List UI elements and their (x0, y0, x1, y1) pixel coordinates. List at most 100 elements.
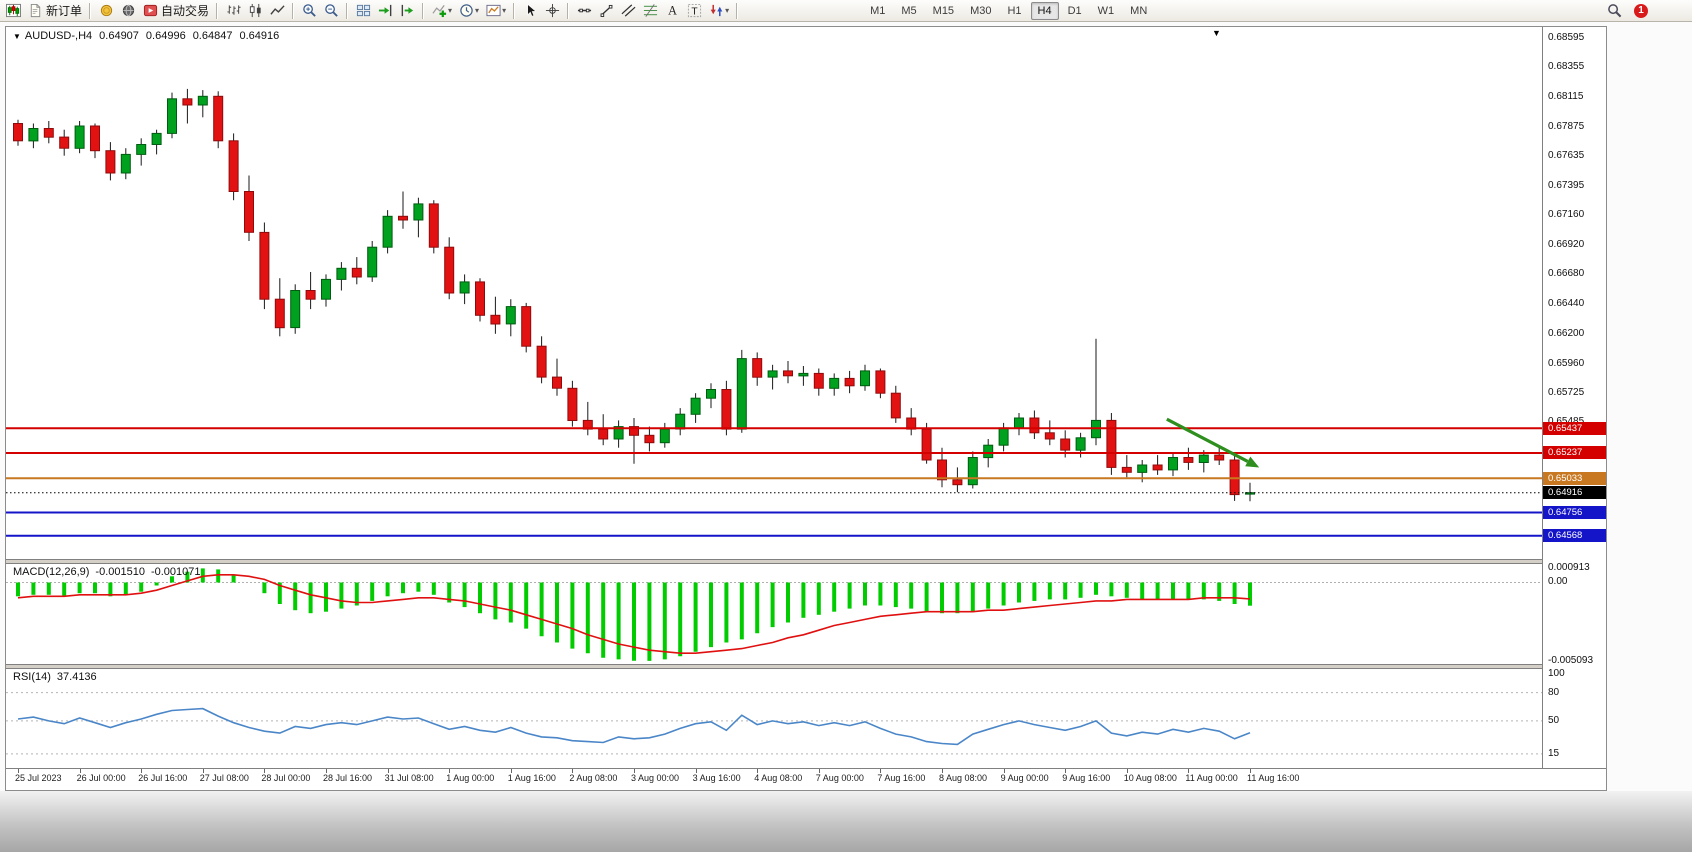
community-button[interactable] (117, 1, 139, 21)
horizontal-line-button[interactable] (573, 1, 595, 21)
price-tag: 0.64916 (1543, 486, 1606, 499)
candles-mode-icon (247, 3, 263, 19)
label-button[interactable]: T (683, 1, 705, 21)
notifications-badge[interactable]: 1 (1634, 3, 1648, 18)
coin-icon (98, 3, 114, 19)
price-axis-label: 0.66200 (1548, 328, 1585, 339)
toolbar-left-group: 新订单 自动交易 ▾ ▾ ▾ A T ▾ (2, 1, 742, 21)
autotrading-button-label: 自动交易 (161, 4, 210, 18)
price-axis-label: 0.66440 (1548, 298, 1585, 309)
doc-new-icon (27, 3, 43, 19)
autotrading-button[interactable]: 自动交易 (139, 1, 212, 21)
text-button[interactable]: A (661, 1, 683, 21)
crosshair-button[interactable] (541, 1, 563, 21)
price-chart-plot[interactable] (6, 27, 1542, 559)
tile-windows-button[interactable] (352, 1, 374, 21)
channel-button[interactable] (617, 1, 639, 21)
price-axis-label: 0.67635 (1548, 150, 1585, 161)
trendline-button[interactable] (595, 1, 617, 21)
ohlc-close: 0.64916 (239, 30, 280, 42)
timeframe-button-mn[interactable]: MN (1130, 4, 1148, 17)
time-axis-label: 28 Jul 00:00 (261, 773, 311, 783)
templates-button[interactable]: ▾ (482, 1, 509, 21)
chart-candles-icon (5, 3, 21, 19)
timeframe-button-m1[interactable]: M1 (870, 4, 886, 17)
main-chart-panel[interactable]: ▼ AUDUSD-,H4 0.64907 0.64996 0.64847 0.64916 … (6, 27, 1542, 559)
zoom-out-button[interactable] (320, 1, 342, 21)
toolbar-separator (216, 2, 219, 19)
timeframe-button-m5[interactable]: M5 (901, 4, 917, 17)
line-mode-button[interactable] (266, 1, 288, 21)
toolbar-separator (513, 2, 516, 19)
macd-signal-value: -0.001071 (150, 566, 201, 578)
time-axis-tick (818, 769, 820, 773)
dropdown-arrow-icon: ▾ (448, 6, 453, 15)
quotes-button[interactable] (95, 1, 117, 21)
time-axis-tick (79, 769, 81, 773)
chart-symbol-period: AUDUSD-,H4 (24, 30, 93, 42)
time-axis-tick (1065, 769, 1067, 773)
new-order-button-label: 新订单 (46, 4, 83, 18)
crosshair-icon (544, 3, 560, 19)
price-axis-label: 0.68595 (1548, 32, 1585, 43)
macd-plot[interactable] (6, 564, 1542, 664)
timeframe-button-h1[interactable]: H1 (1007, 4, 1022, 17)
chart-collapse-arrow-icon[interactable]: ▼ (1212, 28, 1221, 38)
fibonacci-button[interactable] (639, 1, 661, 21)
periods-button[interactable]: ▾ (455, 1, 482, 21)
time-axis-tick (387, 769, 389, 773)
rsi-plot[interactable] (6, 669, 1542, 768)
macd-panel[interactable]: MACD(12,26,9) -0.001510 -0.001071 (6, 564, 1542, 664)
auto-scroll-button[interactable] (374, 1, 396, 21)
time-axis-tick (880, 769, 882, 773)
rsi-panel[interactable]: RSI(14) 37.4136 (6, 669, 1542, 768)
timeframe-button-d1[interactable]: D1 (1067, 4, 1082, 17)
autotrade-icon (142, 3, 158, 19)
symbol-list-arrow-icon[interactable]: ▼ (13, 32, 21, 41)
time-axis-label: 1 Aug 16:00 (507, 773, 556, 783)
cursor-button[interactable] (519, 1, 541, 21)
toolbar-right-group: 1 (1603, 1, 1690, 21)
rsi-axis-label: 15 (1548, 748, 1560, 759)
new-chart-button[interactable] (2, 1, 24, 21)
arrows-button[interactable]: ▾ (705, 1, 732, 21)
new-order-button[interactable]: 新订单 (24, 1, 85, 21)
chart-shift-button[interactable] (396, 1, 418, 21)
time-axis[interactable]: 25 Jul 2023 26 Jul 00:00 26 Jul 16:00 27 Ju… (6, 768, 1606, 789)
time-axis-tick (1188, 769, 1190, 773)
time-axis-label: 7 Aug 00:00 (815, 773, 864, 783)
timeframe-button-m30[interactable]: M30 (970, 4, 992, 17)
price-axis-label: 0.67395 (1548, 180, 1585, 191)
fibo-icon (642, 3, 658, 19)
time-axis-tick (695, 769, 697, 773)
panel-separator[interactable] (6, 664, 1606, 669)
price-axis-label: 0.68115 (1548, 91, 1584, 102)
candles-mode-button[interactable] (244, 1, 266, 21)
time-axis-label: 26 Jul 16:00 (138, 773, 188, 783)
toolbar-separator (89, 2, 92, 19)
chart-shift-icon (399, 3, 415, 19)
timeframe-button-h4[interactable]: H4 (1030, 1, 1059, 20)
window-bottom-area (0, 791, 1692, 852)
time-axis-tick (634, 769, 635, 773)
price-axis-label: 0.68355 (1548, 61, 1585, 72)
timeframe-button-w1[interactable]: W1 (1097, 4, 1115, 17)
rsi-axis-label: 100 (1548, 668, 1565, 679)
template-icon (485, 3, 501, 19)
zoom-in-button[interactable] (298, 1, 320, 21)
bars-mode-button[interactable] (222, 1, 244, 21)
panel-separator[interactable] (6, 559, 1606, 564)
rsi-axis-label: 80 (1548, 687, 1560, 698)
time-axis-tick (757, 769, 759, 773)
search-button[interactable] (1603, 1, 1625, 21)
price-axis[interactable]: 0.68595 0.68355 0.68115 0.67875 0.67635 0.673… (1542, 27, 1606, 768)
indicators-button[interactable]: ▾ (428, 1, 455, 21)
globe-icon (120, 3, 136, 19)
timeframe-button-m15[interactable]: M15 (932, 4, 955, 17)
time-axis-label: 3 Aug 00:00 (631, 773, 680, 783)
clock-icon (458, 3, 474, 19)
time-axis-tick (1003, 769, 1005, 773)
macd-axis-label: -0.005093 (1548, 655, 1594, 666)
price-axis-label: 0.65485 (1548, 416, 1584, 427)
